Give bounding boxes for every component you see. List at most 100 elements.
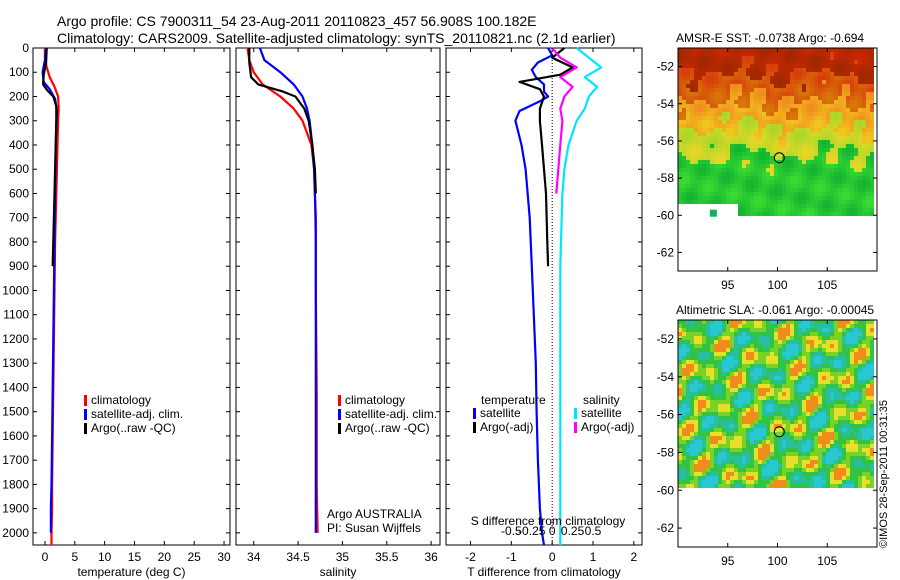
heatmap-cell [698,120,702,124]
heatmap-cell [858,120,862,124]
heatmap-cell [742,176,746,180]
heatmap-cell [758,128,762,132]
heatmap-cell [814,464,818,468]
heatmap-cell [838,484,842,488]
heatmap-cell [830,404,834,408]
map-y-tick-label: -54 [657,97,675,111]
heatmap-cell [866,476,870,480]
heatmap-cell [870,140,874,144]
heatmap-cell [726,464,730,468]
heatmap-cell [826,64,830,68]
heatmap-cell [822,464,826,468]
heatmap-cell [682,456,686,460]
heatmap-cell [838,368,842,372]
heatmap-cell [686,424,690,428]
heatmap-cell [818,328,822,332]
heatmap-cell [710,476,714,480]
heatmap-cell [702,396,706,400]
heatmap-cell [858,392,862,396]
heatmap-cell [714,360,718,364]
heatmap-cell [790,424,794,428]
heatmap-cell [826,448,830,452]
heatmap-cell [802,200,806,204]
heatmap-cell [754,348,758,352]
heatmap-cell [710,448,714,452]
salinity-legend-swatch [338,409,341,420]
heatmap-cell [814,456,818,460]
heatmap-cell [798,388,802,392]
heatmap-cell [746,392,750,396]
heatmap-cell [846,120,850,124]
heatmap-cell [866,424,870,428]
heatmap-cell [838,464,842,468]
heatmap-cell [722,164,726,168]
heatmap-cell [862,212,866,216]
heatmap-cell [718,144,722,148]
heatmap-cell [730,468,734,472]
heatmap-cell [802,88,806,92]
heatmap-cell [854,468,858,472]
heatmap-cell [718,72,722,76]
heatmap-cell [822,320,826,324]
heatmap-cell [826,60,830,64]
heatmap-cell [774,180,778,184]
heatmap-cell [682,360,686,364]
heatmap-cell [726,144,730,148]
heatmap-cell [782,132,786,136]
heatmap-cell [846,420,850,424]
heatmap-cell [718,476,722,480]
heatmap-cell [702,108,706,112]
heatmap-cell [814,184,818,188]
heatmap-cell [782,176,786,180]
heatmap-cell [842,120,846,124]
heatmap-cell [702,88,706,92]
heatmap-cell [702,160,706,164]
heatmap-cell [714,60,718,64]
heatmap-cell [862,72,866,76]
heatmap-cell [834,112,838,116]
heatmap-cell [830,484,834,488]
heatmap-cell [770,416,774,420]
heatmap-cell [742,120,746,124]
heatmap-cell [722,112,726,116]
heatmap-cell [690,480,694,484]
heatmap-cell [766,448,770,452]
heatmap-cell [854,160,858,164]
heatmap-cell [742,112,746,116]
heatmap-cell [870,464,874,468]
heatmap-cell [758,188,762,192]
heatmap-cell [734,100,738,104]
heatmap-cell [858,184,862,188]
heatmap-cell [714,80,718,84]
heatmap-cell [710,420,714,424]
heatmap-cell [734,344,738,348]
heatmap-cell [690,172,694,176]
heatmap-cell [818,428,822,432]
heatmap-cell [790,440,794,444]
heatmap-cell [830,140,834,144]
heatmap-cell [762,436,766,440]
heatmap-cell [754,416,758,420]
heatmap-cell [686,88,690,92]
heatmap-cell [686,408,690,412]
heatmap-cell [870,332,874,336]
heatmap-cell [718,484,722,488]
heatmap-cell [754,412,758,416]
heatmap-cell [810,176,814,180]
heatmap-cell [806,192,810,196]
heatmap-cell [790,152,794,156]
heatmap-cell [758,360,762,364]
heatmap-cell [694,452,698,456]
heatmap-cell [862,392,866,396]
heatmap-cell [726,352,730,356]
heatmap-cell [794,136,798,140]
heatmap-cell [858,56,862,60]
heatmap-cell [814,468,818,472]
heatmap-cell [778,480,782,484]
heatmap-cell [854,476,858,480]
heatmap-cell [762,192,766,196]
heatmap-cell [750,116,754,120]
heatmap-cell [738,464,742,468]
heatmap-cell [734,196,738,200]
heatmap-cell [710,180,714,184]
